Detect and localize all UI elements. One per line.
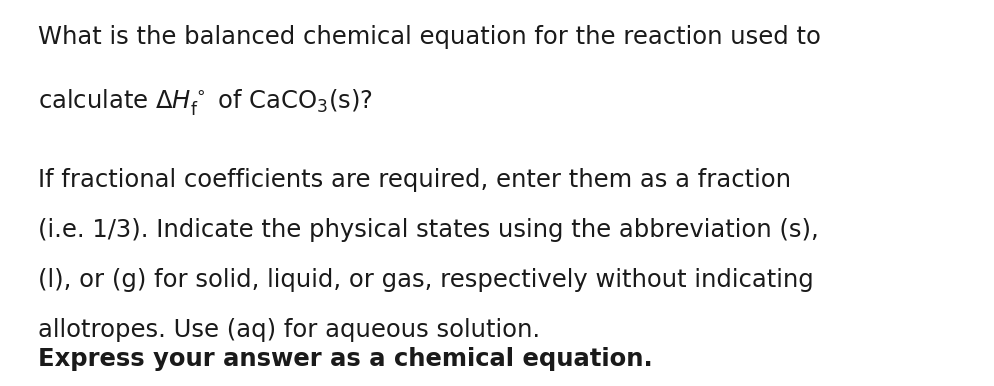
Text: (i.e. 1/3). Indicate the physical states using the abbreviation (s),: (i.e. 1/3). Indicate the physical states… — [38, 218, 818, 242]
Text: What is the balanced chemical equation for the reaction used to: What is the balanced chemical equation f… — [38, 25, 821, 49]
Text: calculate $\Delta H_\mathrm{f}^\circ$ of CaCO$_3$(s)?: calculate $\Delta H_\mathrm{f}^\circ$ of… — [38, 87, 373, 117]
Text: allotropes. Use (aq) for aqueous solution.: allotropes. Use (aq) for aqueous solutio… — [38, 318, 540, 342]
Text: If fractional coefficients are required, enter them as a fraction: If fractional coefficients are required,… — [38, 168, 791, 192]
Text: (l), or (g) for solid, liquid, or gas, respectively without indicating: (l), or (g) for solid, liquid, or gas, r… — [38, 268, 813, 292]
Text: Express your answer as a chemical equation.: Express your answer as a chemical equati… — [38, 347, 652, 371]
